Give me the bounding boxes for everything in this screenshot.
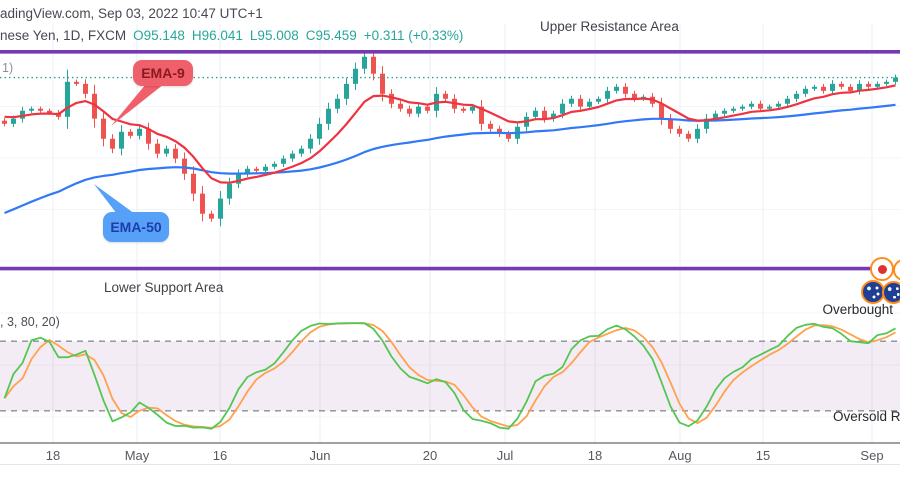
australia-flag-icon	[882, 281, 900, 304]
upper-resistance-label: Upper Resistance Area	[540, 19, 679, 34]
japan-flag-icon	[893, 259, 900, 281]
watermark-datetime: adingView.com, Sep 03, 2022 10:47 UTC+1	[0, 6, 263, 21]
ohlc-close: C95.459	[305, 28, 357, 43]
x-axis-label: May	[124, 448, 150, 463]
x-axis-label: Aug	[668, 448, 692, 463]
ema50-callout[interactable]: EMA-50	[103, 212, 169, 242]
ema9-callout[interactable]: EMA-9	[133, 60, 193, 86]
x-axis-label: 20	[422, 448, 438, 463]
x-axis-label: 15	[755, 448, 771, 463]
ohlc-high: H96.041	[191, 28, 243, 43]
ohlc-change: +0.311 (+0.33%)	[363, 28, 464, 43]
x-axis-label: 18	[45, 448, 61, 463]
japan-flag-icon	[870, 257, 894, 281]
lower-support-label: Lower Support Area	[104, 280, 224, 295]
x-axis-label: 18	[587, 448, 603, 463]
stochastic-settings-label: , 3, 80, 20)	[0, 315, 60, 329]
ohlc-open: O95.148	[133, 28, 185, 43]
axis-bottom-divider	[0, 464, 900, 465]
x-axis-label: 16	[212, 448, 228, 463]
currency-pair-flag-icons	[860, 254, 900, 304]
indicator-legend-fragment: 1)	[2, 61, 14, 75]
oversold-label: Oversold Re	[833, 409, 900, 424]
ohlc-low: L95.008	[249, 28, 299, 43]
x-axis-label: Sep	[860, 448, 884, 463]
x-axis-label: Jul	[496, 448, 514, 463]
overbought-label: Overbought	[822, 302, 893, 317]
symbol-info-bar: nese Yen, 1D, FXCM O95.148 H96.041 L95.008 C…	[0, 28, 463, 43]
x-axis-label: Jun	[309, 448, 331, 463]
symbol-name: nese Yen, 1D, FXCM	[0, 28, 127, 43]
